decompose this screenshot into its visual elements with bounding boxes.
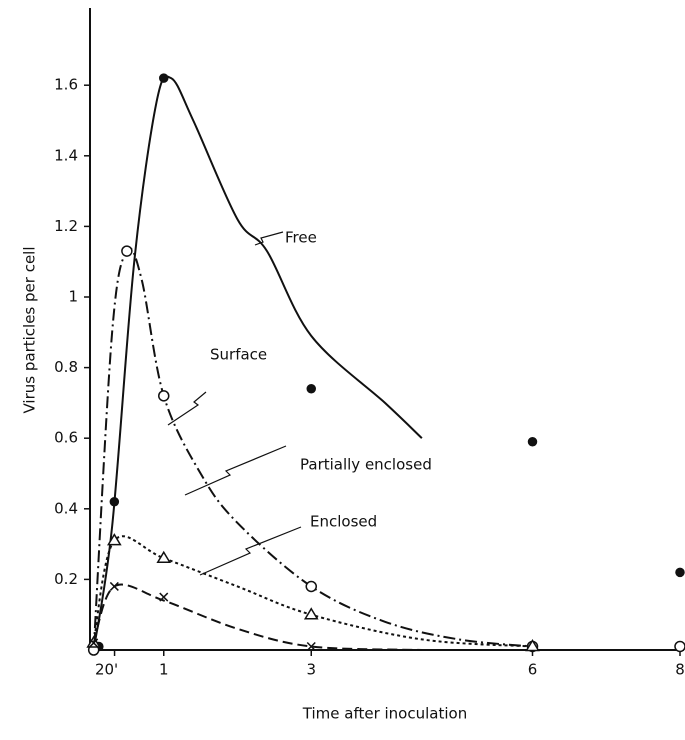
y-tick-label: 0.6 <box>54 429 78 447</box>
y-tick-label: 1 <box>68 288 78 306</box>
leader <box>254 231 284 246</box>
x-axis-label: Time after inoculation <box>302 705 467 723</box>
marker <box>107 533 122 546</box>
marker <box>159 73 169 83</box>
marker <box>306 641 316 652</box>
x-tick-label: 1 <box>159 661 169 679</box>
marker <box>156 550 172 563</box>
x-tick-label: 6 <box>528 661 538 679</box>
leader <box>199 526 302 576</box>
marker <box>109 496 120 507</box>
series-label: Free <box>285 229 317 247</box>
leaders <box>167 231 302 576</box>
x-tick-label: 8 <box>675 661 685 679</box>
y-tick-label: 0.8 <box>54 358 78 376</box>
series-label: Surface <box>210 346 267 364</box>
curve <box>92 583 422 651</box>
curve <box>92 75 423 651</box>
marker <box>305 580 317 593</box>
y-tick-label: 1.2 <box>54 217 78 235</box>
y-tick-label: 0.2 <box>54 570 78 588</box>
marker <box>525 639 540 652</box>
y-tick-label: 1.4 <box>54 146 78 164</box>
marker <box>303 607 319 620</box>
curve <box>92 247 533 651</box>
leader <box>184 445 287 496</box>
x-tick-label: 20' <box>95 661 118 679</box>
series-label: Enclosed <box>310 513 377 531</box>
marker <box>109 581 119 591</box>
x-tick-label: 3 <box>306 661 316 679</box>
series-label: Partially enclosed <box>300 456 432 474</box>
marker <box>158 390 170 402</box>
marker <box>527 436 538 447</box>
marker <box>306 384 316 394</box>
marker <box>121 245 133 257</box>
marker <box>159 592 169 602</box>
marker <box>674 640 685 653</box>
y-tick-label: 0.4 <box>54 499 78 517</box>
y-axis-label: Virus particles per cell <box>21 246 39 413</box>
marker <box>675 567 685 578</box>
marker <box>89 638 99 648</box>
y-tick-label: 1.6 <box>54 76 78 94</box>
leader <box>167 391 207 426</box>
